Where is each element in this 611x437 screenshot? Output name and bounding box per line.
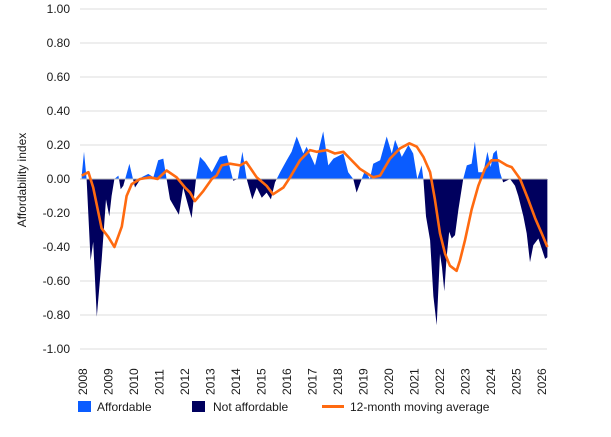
x-tick-label: 2010 <box>127 368 141 395</box>
y-axis-ticks: 1.00 0.80 0.60 0.40 0.20 0.00 -0.20 -0.40 -0.60 -… <box>43 2 71 356</box>
y-tick-label: 0.40 <box>47 104 71 118</box>
not-affordable-area <box>81 179 548 326</box>
y-axis-label: Affordability index <box>15 133 29 228</box>
y-tick-label: -0.40 <box>43 240 71 254</box>
y-tick-label: -0.20 <box>43 206 71 220</box>
x-tick-label: 2011 <box>153 369 167 395</box>
x-tick-label: 2017 <box>306 368 320 395</box>
x-tick-label: 2016 <box>280 368 294 395</box>
y-tick-label: 0.20 <box>47 138 71 152</box>
x-tick-label: 2014 <box>229 368 243 395</box>
legend-swatch-not-affordable <box>192 401 205 412</box>
x-tick-label: 2009 <box>102 368 116 395</box>
legend-label-affordable: Affordable <box>97 400 152 414</box>
moving-average-line <box>81 142 549 273</box>
y-tick-label: -0.80 <box>43 308 71 322</box>
legend-label-not-affordable: Not affordable <box>213 400 288 414</box>
x-tick-label: 2015 <box>255 368 269 395</box>
x-tick-label: 2013 <box>204 368 218 395</box>
y-tick-label: 0.00 <box>47 172 71 186</box>
y-tick-label: 0.80 <box>47 36 71 50</box>
x-tick-label: 2021 <box>408 368 422 395</box>
legend-label-moving-average: 12-month moving average <box>350 400 490 414</box>
y-tick-label: 1.00 <box>47 2 71 16</box>
x-tick-label: 2008 <box>76 368 90 395</box>
x-tick-label: 2026 <box>535 368 549 395</box>
x-tick-label: 2020 <box>382 368 396 395</box>
x-tick-label: 2012 <box>178 368 192 395</box>
legend: Affordable Not affordable 12-month movin… <box>78 400 490 414</box>
gridlines <box>80 8 547 350</box>
y-tick-label: -0.60 <box>43 274 71 288</box>
x-tick-label: 2022 <box>433 368 447 395</box>
x-axis-ticks: 2008 2009 2010 2011 2012 2013 2014 2015 2016 2017… <box>76 368 549 395</box>
affordable-area <box>81 131 548 179</box>
legend-swatch-affordable <box>78 401 91 412</box>
x-tick-label: 2023 <box>459 368 473 395</box>
y-tick-label: 0.60 <box>47 70 71 84</box>
x-tick-label: 2025 <box>510 368 524 395</box>
y-tick-label: -1.00 <box>43 342 71 356</box>
x-tick-label: 2019 <box>357 368 371 395</box>
x-tick-label: 2024 <box>484 368 498 395</box>
x-tick-label: 2018 <box>331 368 345 395</box>
